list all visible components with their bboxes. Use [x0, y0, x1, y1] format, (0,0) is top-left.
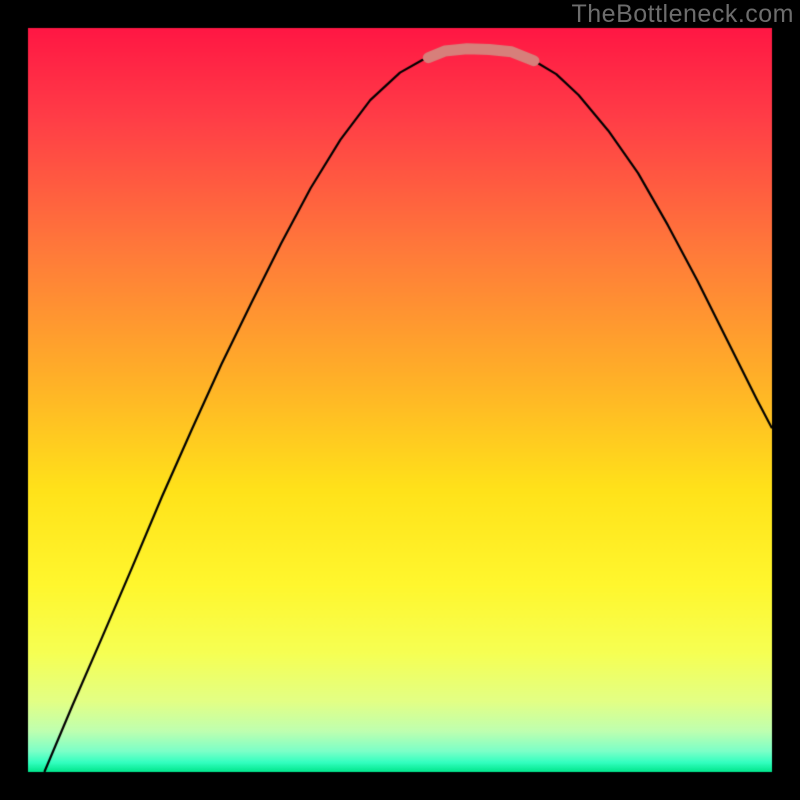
watermark-text: TheBottleneck.com	[572, 0, 795, 29]
bottleneck-chart	[0, 0, 800, 800]
